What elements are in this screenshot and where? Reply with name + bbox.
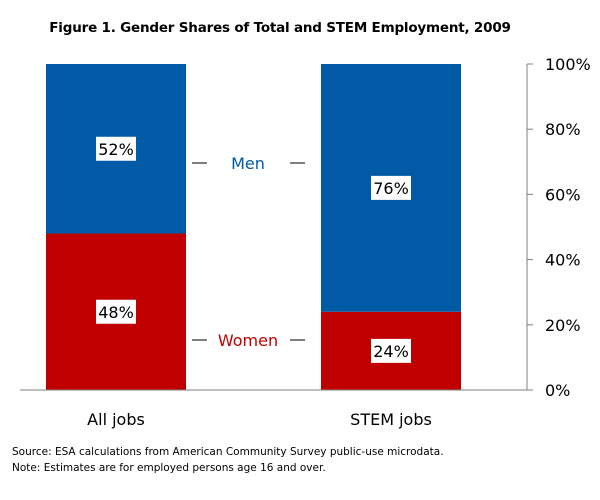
data-label-men-1: 52% (98, 140, 134, 159)
data-label-box-men-2 (371, 175, 411, 200)
y-tick-label-40: 40% (545, 251, 581, 270)
y-tick-label-60: 60% (545, 185, 581, 204)
y-tick-label-100: 100% (545, 55, 591, 74)
category-label-1: All jobs (87, 410, 145, 429)
y-tick-label-80: 80% (545, 120, 581, 139)
data-label-box-men-1 (96, 136, 136, 161)
chart-title: Figure 1. Gender Shares of Total and STE… (49, 20, 511, 36)
data-label-box-women-1 (96, 299, 136, 324)
legend-label-women: Women (218, 331, 278, 350)
y-tick-label-20: 20% (545, 316, 581, 335)
footnotes: Source: ESA calculations from American C… (12, 444, 444, 476)
category-label-2: STEM jobs (350, 410, 432, 429)
estimate-note: Note: Estimates are for employed persons… (12, 462, 326, 474)
y-tick-label-0: 0% (545, 381, 570, 400)
data-label-women-2: 24% (373, 342, 409, 361)
data-label-women-1: 48% (98, 303, 134, 322)
legend-label-men: Men (231, 154, 265, 173)
data-label-box-women-2 (371, 338, 411, 363)
source-note: Source: ESA calculations from American C… (12, 446, 444, 458)
data-label-men-2: 76% (373, 179, 409, 198)
